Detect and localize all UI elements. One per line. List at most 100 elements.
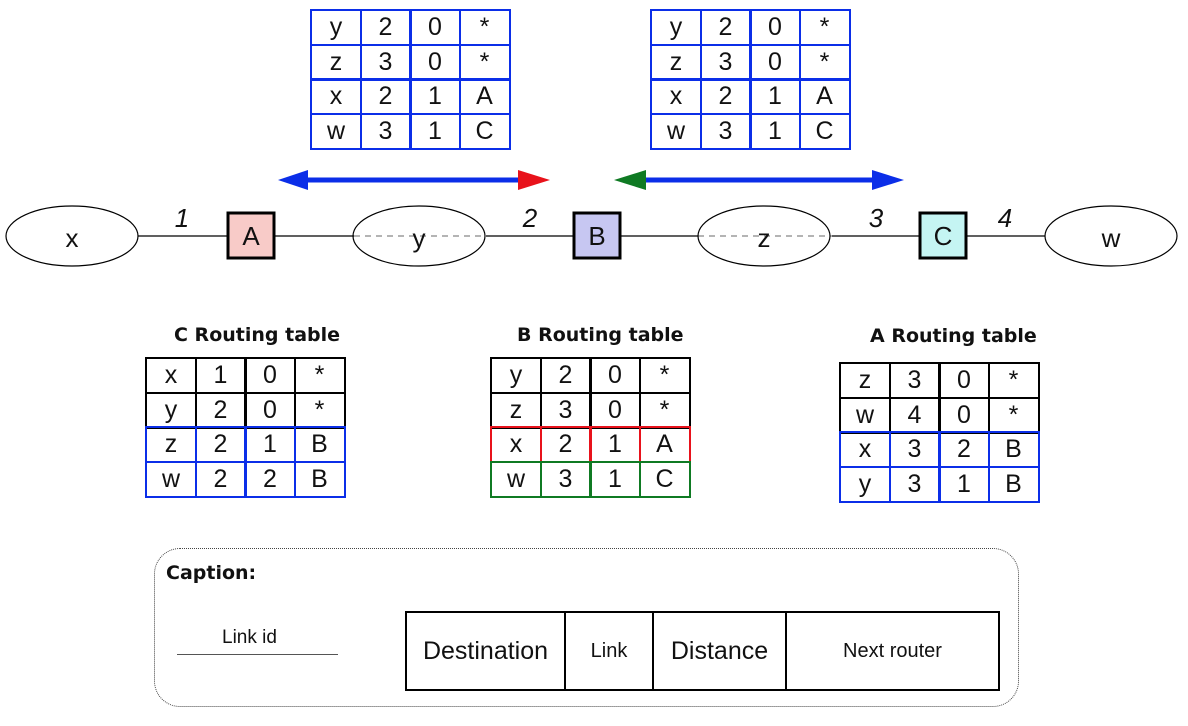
table-cell: * [638, 357, 691, 394]
table-cell: A [458, 78, 511, 115]
link-id-legend-line [177, 654, 338, 655]
router-c-shape [918, 211, 968, 260]
table-cell: 1 [589, 460, 641, 498]
table-cell: * [798, 9, 851, 46]
table-cell: 2 [938, 431, 990, 468]
table-cell: 3 [539, 391, 592, 429]
advert-right-arrow-head-right [872, 170, 904, 190]
table-cell: * [987, 362, 1040, 399]
table-cell: * [293, 391, 346, 429]
table-cell: 2 [699, 78, 752, 115]
table-cell: 2 [539, 426, 592, 463]
table-cell: w [839, 396, 891, 434]
network-z-shape [697, 205, 831, 267]
table-cell: y [490, 357, 542, 394]
table-cell: z [490, 391, 542, 429]
network-diagram [5, 170, 1178, 267]
table-row: y 2 0 * [490, 357, 691, 394]
table-row: z 3 0 * [490, 391, 691, 429]
table-cell: B [987, 431, 1040, 468]
network-x-shape [5, 205, 139, 267]
link-3-label: 3 [868, 202, 884, 233]
network-x-label: x [65, 222, 79, 253]
table-row: z 3 0 * [839, 362, 1040, 399]
table-cell: B [987, 465, 1040, 503]
table-cell: 0 [938, 362, 990, 399]
table-cell: 0 [749, 9, 801, 46]
table-cell: 0 [409, 9, 461, 46]
table-row: x 1 0 * [145, 357, 346, 394]
table-cell: y [839, 465, 891, 503]
table-row: w 4 0 * [839, 396, 1040, 434]
table-cell: 2 [194, 426, 247, 463]
legend-next-router: Next router [843, 639, 942, 662]
table-cell: 3 [539, 460, 592, 498]
table-cell: 0 [938, 396, 990, 434]
table-cell: 3 [888, 362, 941, 399]
table-cell: C [798, 112, 851, 150]
table-cell: 1 [409, 112, 461, 150]
network-z-label: z [757, 222, 771, 253]
table-cell: x [310, 78, 362, 115]
table-cell: z [310, 43, 362, 81]
table-cell: A [798, 78, 851, 115]
legend-destination: Destination [407, 613, 566, 689]
advert-left-arrow-head-right [518, 170, 550, 190]
table-cell: 2 [359, 78, 412, 115]
table-cell: * [798, 43, 851, 81]
legend-distance: Distance [654, 613, 787, 689]
caption-title: Caption: [166, 562, 257, 584]
table-cell: * [458, 43, 511, 81]
legend-link: Link [566, 613, 654, 689]
table-cell: 3 [699, 112, 752, 150]
table-cell: 2 [244, 460, 296, 498]
network-w-shape [1044, 205, 1178, 267]
table-cell: * [458, 9, 511, 46]
link-4-label: 4 [997, 202, 1013, 233]
network-y-label: y [412, 222, 426, 253]
table-cell: 3 [359, 43, 412, 81]
table-cell: 1 [244, 426, 296, 463]
table-cell: 2 [699, 9, 752, 46]
table-cell: 3 [359, 112, 412, 150]
table-cell: B [293, 460, 346, 498]
table-cell: 1 [749, 112, 801, 150]
table-cell: 2 [539, 357, 592, 394]
table-cell: z [839, 362, 891, 399]
network-w-label: w [1101, 222, 1121, 253]
table-cell: w [145, 460, 197, 498]
table-cell: w [310, 112, 362, 150]
link-id-legend-label: Link id [222, 627, 277, 648]
advert-right-arrow-head-left [614, 170, 646, 190]
table-cell: 1 [749, 78, 801, 115]
table-row: y 2 0 * [650, 9, 851, 46]
table-cell: * [293, 357, 346, 394]
router-a-label: A [242, 220, 260, 251]
table-cell: 3 [888, 465, 941, 503]
table-cell: y [310, 9, 362, 46]
table-cell: 3 [888, 431, 941, 468]
table-cell: * [987, 396, 1040, 434]
table-cell: w [650, 112, 702, 150]
table-cell: 3 [699, 43, 752, 81]
table-cell: w [490, 460, 542, 498]
table-row: y 2 0 * [310, 9, 511, 46]
table-row: y 2 0 * [145, 391, 346, 429]
table-row: z 3 0 * [310, 43, 511, 81]
router-b-label: B [588, 220, 606, 251]
link-1-label: 1 [174, 202, 190, 233]
table-cell: 0 [589, 357, 641, 394]
table-cell: 0 [749, 43, 801, 81]
a-table-title: A Routing table [870, 325, 1037, 347]
table-cell: C [638, 460, 691, 498]
table-cell: x [145, 357, 197, 394]
caption-box [154, 548, 1019, 707]
